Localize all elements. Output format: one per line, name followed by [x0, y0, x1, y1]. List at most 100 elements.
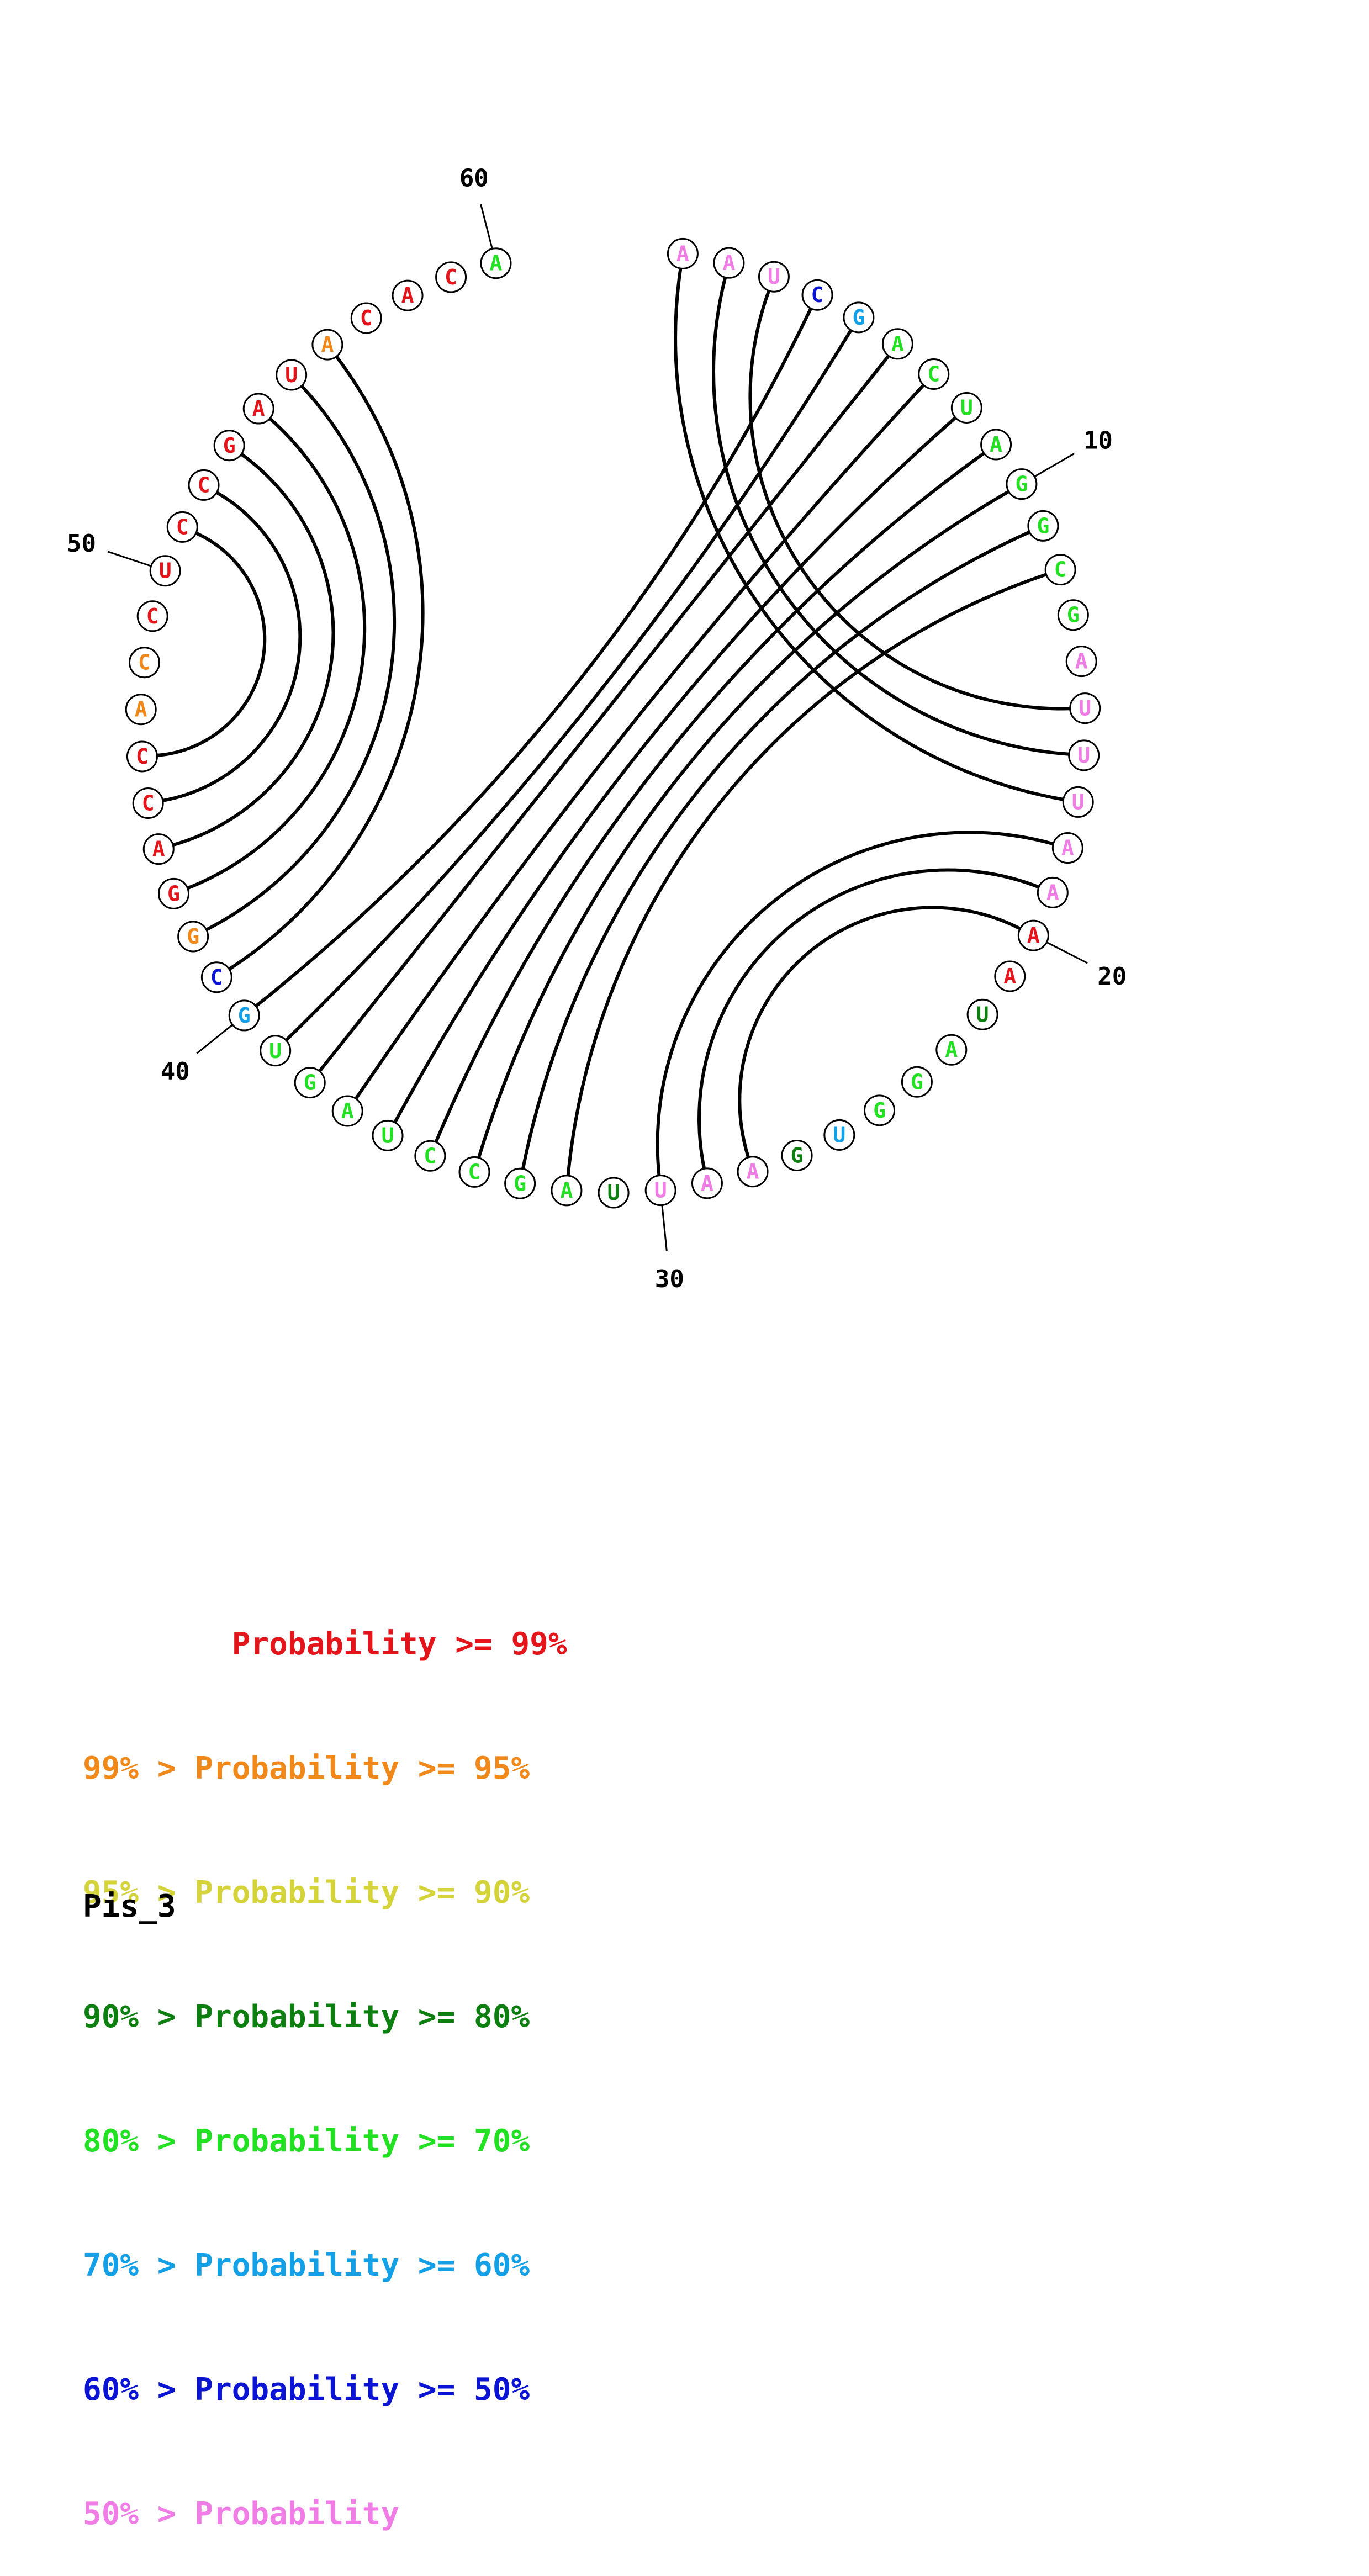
tick-60 [480, 204, 493, 249]
nucleotide-letter-3: U [768, 265, 780, 289]
nucleotide-29: A [691, 1167, 723, 1199]
legend-row-7: 60% > Probability >= 50% [83, 2372, 530, 2408]
nucleotide-letter-19: A [1046, 880, 1059, 904]
nucleotide-letter-44: A [152, 837, 165, 861]
nucleotide-letter-29: A [701, 1171, 713, 1196]
nucleotide-12: C [1044, 554, 1076, 586]
pair-arc-2-16 [712, 277, 1070, 756]
pair-arc-12-32 [566, 573, 1047, 1176]
nucleotide-41: C [200, 961, 232, 993]
nucleotide-21: A [994, 960, 1026, 992]
nucleotide-20: A [1017, 919, 1049, 951]
legend-row-5: 80% > Probability >= 70% [83, 2123, 530, 2159]
nucleotide-17: U [1062, 786, 1094, 818]
tick-50 [107, 551, 152, 567]
nucleotide-60: A [480, 247, 512, 279]
nucleotide-30: U [644, 1175, 676, 1207]
nucleotide-15: U [1069, 692, 1101, 724]
nucleotide-38: G [294, 1067, 326, 1099]
nucleotide-letter-17: U [1072, 790, 1085, 814]
nucleotide-3: U [758, 261, 790, 293]
nucleotide-letter-52: C [198, 473, 210, 497]
nucleotide-9: A [980, 429, 1012, 461]
legend-row-2: 99% > Probability >= 95% [83, 1750, 530, 1786]
nucleotide-letter-35: C [424, 1144, 436, 1168]
nucleotide-26: U [823, 1119, 855, 1151]
nucleotide-letter-8: U [960, 395, 973, 420]
nucleotide-letter-49: C [146, 604, 159, 628]
nucleotide-59: C [435, 261, 467, 293]
nucleotide-letter-12: C [1054, 558, 1067, 582]
pair-arc-9-35 [434, 452, 985, 1143]
nucleotide-letter-2: A [722, 251, 735, 275]
nucleotide-1: A [667, 237, 699, 269]
pair-arc-5-39 [284, 329, 853, 1042]
legend-row-3: 95% > Probability >= 90% [83, 1875, 530, 1911]
pair-arc-44-53 [172, 453, 335, 847]
nucleotide-58: A [392, 279, 424, 311]
tick-30 [661, 1205, 668, 1251]
nucleotide-letter-58: A [401, 283, 414, 308]
nucleotide-letter-22: U [976, 1002, 989, 1027]
nucleotide-25: G [864, 1094, 896, 1126]
sequence-name: Pis_3 [83, 1889, 176, 1924]
nucleotide-letter-54: A [252, 396, 265, 421]
pair-arc-42-55 [205, 384, 397, 932]
pair-arc-19-29 [697, 868, 1040, 1169]
nucleotide-letter-11: G [1037, 514, 1049, 538]
nucleotide-letter-15: U [1079, 696, 1091, 721]
pair-arc-6-38 [318, 355, 890, 1072]
nucleotide-55: U [276, 359, 308, 391]
nucleotide-letter-30: U [654, 1178, 667, 1203]
probability-legend: Probability >= 99% 99% > Probability >= … [83, 1541, 567, 2576]
nucleotide-letter-26: U [833, 1123, 845, 1147]
nucleotide-39: U [260, 1035, 292, 1067]
nucleotide-letter-21: A [1003, 964, 1016, 988]
pair-arc-11-33 [521, 530, 1030, 1170]
nucleotide-letter-53: G [223, 433, 236, 458]
nucleotide-letter-28: A [747, 1160, 759, 1184]
nucleotide-44: A [142, 833, 175, 865]
nucleotide-42: G [177, 921, 209, 953]
tick-20 [1046, 941, 1088, 964]
nucleotide-14: A [1065, 646, 1097, 678]
pair-arc-7-37 [354, 384, 925, 1100]
nucleotide-letter-34: C [468, 1160, 481, 1184]
nucleotide-48: C [129, 647, 161, 679]
nucleotide-52: C [188, 469, 220, 501]
nucleotide-letter-50: U [159, 559, 172, 583]
nucleotide-34: C [458, 1156, 490, 1188]
nucleotide-letter-51: C [176, 515, 189, 539]
nucleotide-letter-5: G [852, 305, 865, 330]
nucleotide-36: U [372, 1119, 404, 1151]
nucleotide-letter-9: A [990, 432, 1002, 457]
nucleotide-56: A [311, 329, 343, 361]
nucleotide-32: A [551, 1175, 583, 1207]
nucleotide-letter-60: A [490, 251, 503, 276]
pair-arc-8-36 [393, 416, 957, 1124]
pair-arc-41-56 [228, 355, 425, 971]
nucleotide-27: G [781, 1139, 813, 1171]
nucleotide-letter-13: G [1067, 603, 1080, 627]
nucleotide-18: A [1051, 832, 1083, 864]
tick-10 [1034, 453, 1075, 478]
nucleotide-letter-40: G [238, 1003, 251, 1028]
nucleotide-19: A [1037, 876, 1069, 908]
nucleotide-letter-39: U [269, 1039, 282, 1063]
nucleotide-letter-33: G [514, 1171, 526, 1196]
nucleotide-letter-24: G [911, 1070, 923, 1094]
pair-arc-3-15 [748, 290, 1070, 711]
nucleotide-51: C [166, 511, 198, 543]
pair-arc-46-51 [157, 531, 267, 757]
nucleotide-letter-1: A [676, 241, 689, 266]
nucleotide-10: G [1006, 468, 1038, 500]
nucleotide-letter-37: A [341, 1099, 354, 1123]
nucleotide-letter-10: G [1015, 472, 1028, 496]
nucleotide-49: C [136, 600, 168, 632]
position-label-30: 30 [655, 1265, 684, 1293]
nucleotide-22: U [966, 998, 998, 1030]
nucleotide-letter-18: A [1061, 836, 1074, 860]
legend-row-4: 90% > Probability >= 80% [83, 1999, 530, 2035]
nucleotide-47: A [125, 694, 157, 726]
